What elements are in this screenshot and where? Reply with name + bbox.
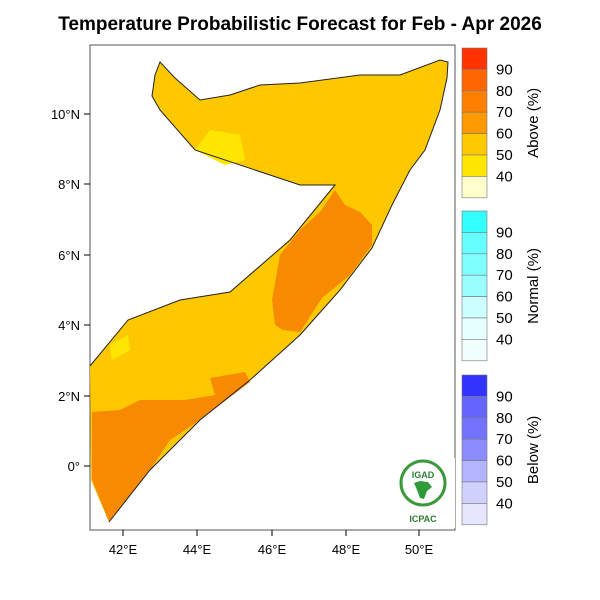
legend-swatch [461,374,488,397]
legend-swatch [461,133,488,156]
legend-swatch [461,232,488,255]
legend-label: 70 [496,431,513,448]
legend-label: 70 [496,104,513,121]
somalia-fill-above-60-east [272,190,372,332]
legend-label: 50 [496,147,513,164]
legend-label: 50 [496,310,513,327]
lat-tick: 8°N [58,177,80,192]
legend-swatch [461,339,488,362]
legend-swatch [461,47,488,70]
legend-label: 40 [496,168,513,185]
lat-tick: 10°N [51,107,80,122]
legend-swatch [461,154,488,177]
legend-title: Below (%) [525,416,542,484]
legend-label: 90 [496,388,513,405]
logo-icpac-text: ICPAC [409,514,437,524]
somalia-fill-above-40-nw [195,130,245,165]
legend-label: 50 [496,474,513,491]
somalia-fill-above-60-south [92,372,250,522]
legend-title: Normal (%) [525,248,542,324]
lat-tick: 2°N [58,389,80,404]
lon-tick: 50°E [405,542,434,557]
legend-label: 40 [496,331,513,348]
lat-tick: 6°N [58,248,80,263]
legend-swatch [461,296,488,319]
legend-swatch [461,90,488,113]
x-axis: 42°E 44°E 46°E 48°E 50°E [109,530,434,557]
legend-label: 60 [496,126,513,143]
legend-swatch [461,460,488,483]
legend-swatch [461,481,488,504]
legend-swatch [461,69,488,92]
legend-swatch [461,253,488,276]
legend-label: 80 [496,83,513,100]
figure-title: Temperature Probabilistic Forecast for F… [58,14,542,35]
legend-label: 80 [496,246,513,263]
y-axis: 10°N 8°N 6°N 4°N 2°N 0° [51,107,90,474]
somalia-fill-above-40-sw [110,335,130,360]
lon-tick: 42°E [109,542,138,557]
lat-tick: 4°N [58,318,80,333]
legend-group-3: 90 80 70 60 50 40 Below (%) [461,374,542,526]
igad-icpac-logo: IGAD ICPAC [393,458,455,528]
legend-label: 60 [496,453,513,470]
legend-swatch [461,417,488,440]
legend-label: 40 [496,495,513,512]
legend-group-2: 90 80 70 60 50 40 Normal (%) [461,210,542,362]
legend-label: 70 [496,267,513,284]
legend-label: 80 [496,410,513,427]
legend-swatch [461,503,488,526]
legend-swatch [461,317,488,340]
somalia-outline [89,59,449,523]
legend: 90 80 70 60 50 40 Above (%) 90 80 70 60 50 40 Normal … [461,47,542,526]
lon-tick: 46°E [258,542,287,557]
legend-group-1: 90 80 70 60 50 40 Above (%) [461,47,542,199]
legend-label: 90 [496,224,513,241]
legend-label: 90 [496,61,513,78]
lat-tick: 0° [68,459,80,474]
legend-swatch [461,396,488,419]
legend-swatch [461,210,488,233]
legend-swatch [461,438,488,461]
lon-tick: 48°E [332,542,361,557]
legend-swatch [461,274,488,297]
legend-swatch [461,111,488,134]
legend-swatch [461,176,488,199]
legend-title: Above (%) [525,88,542,158]
legend-label: 60 [496,289,513,306]
logo-igad-text: IGAD [412,470,435,480]
lon-tick: 44°E [183,542,212,557]
